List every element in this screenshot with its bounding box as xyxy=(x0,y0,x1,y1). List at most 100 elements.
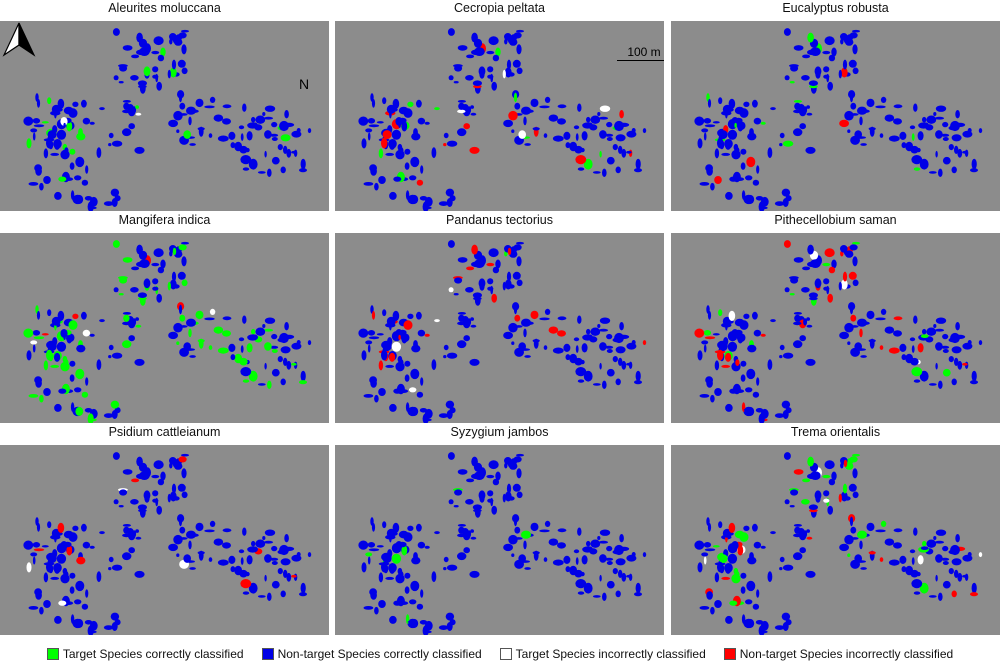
tree-crown xyxy=(416,523,422,532)
tree-crown xyxy=(134,146,145,154)
tree-crown xyxy=(807,49,818,56)
tree-crown xyxy=(951,558,962,566)
tree-crown xyxy=(805,146,816,154)
tree-crown xyxy=(868,339,876,343)
tree-crown xyxy=(457,45,468,51)
tree-crown xyxy=(734,122,737,128)
tree-crown xyxy=(523,540,527,550)
tree-crown xyxy=(76,132,86,141)
tree-crown xyxy=(978,128,983,134)
tree-crown xyxy=(457,128,467,137)
tree-crown xyxy=(448,75,454,81)
tree-crown xyxy=(917,555,924,565)
tree-crown xyxy=(756,165,760,174)
tree-crown xyxy=(404,148,411,155)
tree-crown xyxy=(783,28,791,36)
tree-crown xyxy=(814,490,822,501)
tree-crown xyxy=(725,403,733,412)
tree-crown xyxy=(495,259,501,269)
map-panel-1: Aleurites moluccana N xyxy=(0,0,329,211)
tree-crown xyxy=(228,555,236,564)
tree-crown xyxy=(382,342,392,352)
tree-crown xyxy=(849,92,854,103)
tree-crown xyxy=(43,572,49,583)
tree-crown xyxy=(264,342,272,351)
tree-crown xyxy=(238,125,245,130)
tree-crown xyxy=(134,358,145,366)
tree-crown xyxy=(714,388,722,396)
tree-crown xyxy=(703,330,712,336)
legend-item-nontarget-incorrect: Non-target Species incorrectly classifie… xyxy=(723,647,953,661)
tree-crown xyxy=(177,59,186,68)
tree-crown xyxy=(487,490,494,497)
tree-crown xyxy=(431,147,437,159)
tree-crown xyxy=(110,612,120,621)
tree-crown xyxy=(803,530,808,538)
tree-crown xyxy=(181,491,188,499)
tree-crown xyxy=(33,124,45,128)
tree-crown xyxy=(113,287,119,293)
tree-crown xyxy=(407,101,414,108)
tree-crown xyxy=(548,114,559,122)
tree-crown xyxy=(47,342,57,352)
tree-crown xyxy=(604,345,614,349)
tree-crown xyxy=(183,342,191,351)
tree-crown xyxy=(516,468,522,479)
tree-crown xyxy=(378,148,384,159)
tree-crown xyxy=(703,542,712,548)
tree-crown xyxy=(411,132,421,141)
tree-crown xyxy=(136,32,143,43)
tree-crown xyxy=(208,345,213,350)
tree-crown xyxy=(181,453,189,457)
tree-crown xyxy=(431,359,437,371)
map-panel-4: Mangifera indica xyxy=(0,212,329,423)
tree-crown xyxy=(446,140,458,147)
tree-crown xyxy=(63,334,66,340)
tree-crown xyxy=(782,140,794,147)
tree-crown xyxy=(32,556,36,565)
tree-crown xyxy=(697,350,703,361)
tree-crown xyxy=(521,318,531,327)
tree-crown xyxy=(752,391,760,398)
tree-crown xyxy=(238,549,245,554)
tree-crown xyxy=(532,339,540,343)
tree-crown xyxy=(122,533,131,538)
tree-crown xyxy=(173,110,183,121)
tree-crown xyxy=(727,341,738,352)
tree-crown xyxy=(398,334,401,340)
tree-crown xyxy=(850,526,857,534)
tree-crown xyxy=(108,355,112,359)
tree-crown xyxy=(63,546,66,552)
tree-crown xyxy=(47,97,52,105)
tree-crown xyxy=(753,117,762,125)
tree-crown xyxy=(465,499,474,505)
tree-crown xyxy=(839,119,849,128)
tree-crown xyxy=(457,109,466,114)
tree-crown xyxy=(854,554,862,563)
tree-crown xyxy=(50,576,60,580)
tree-crown xyxy=(271,580,280,589)
tree-crown xyxy=(860,355,867,358)
tree-crown xyxy=(725,191,733,200)
tree-crown xyxy=(868,551,876,555)
tree-crown xyxy=(933,536,937,540)
tree-crown xyxy=(131,478,140,483)
tree-crown xyxy=(712,121,720,124)
tree-crown xyxy=(599,130,607,139)
tree-crown xyxy=(457,340,467,349)
tree-crown xyxy=(697,562,703,573)
tree-crown xyxy=(532,127,540,131)
tree-crown xyxy=(264,554,272,563)
tree-crown xyxy=(74,175,82,181)
tree-crown xyxy=(574,569,583,578)
tree-crown xyxy=(130,499,139,505)
tree-crown xyxy=(565,354,571,361)
tree-crown xyxy=(521,530,531,539)
tree-crown xyxy=(381,349,388,361)
tree-crown xyxy=(743,525,750,531)
tree-crown xyxy=(926,539,937,548)
tree-crown xyxy=(167,281,171,291)
tree-crown xyxy=(831,47,837,57)
tree-crown xyxy=(160,471,166,481)
legend-swatch xyxy=(723,648,736,660)
